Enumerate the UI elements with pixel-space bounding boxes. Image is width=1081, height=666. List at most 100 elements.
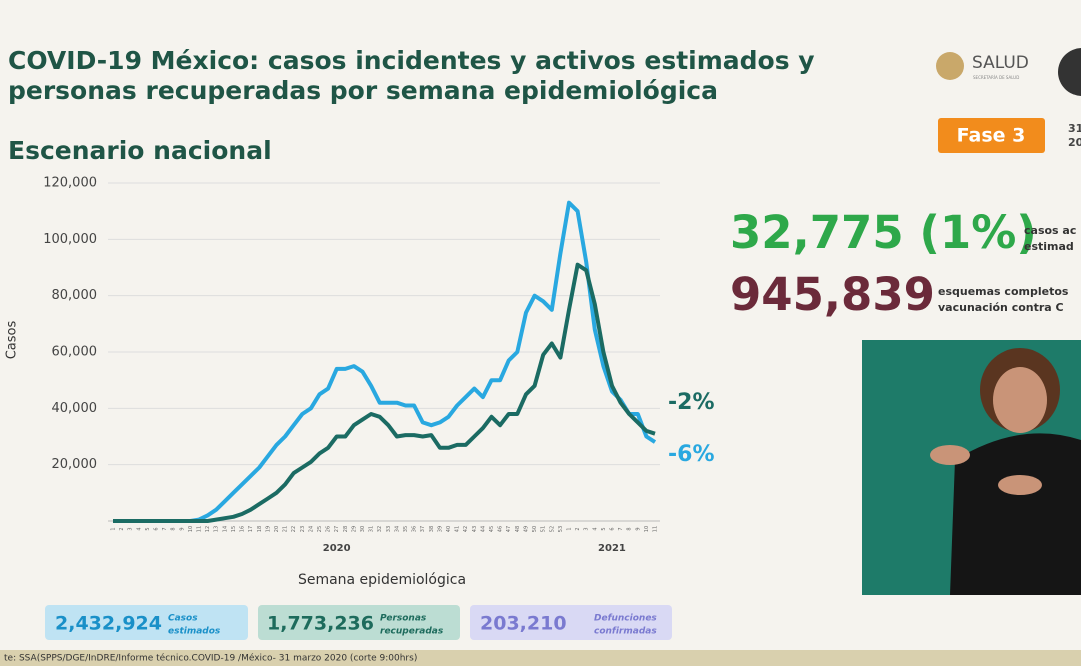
hand — [998, 475, 1042, 495]
x-tick-label: 35 — [403, 526, 409, 532]
summary-label: confirmadas — [594, 627, 657, 637]
summary-label: Casos — [168, 614, 198, 624]
x-tick-label: 43 — [472, 526, 478, 532]
x-tick-label: 12 — [205, 526, 211, 532]
y-tick-label: 100,000 — [43, 232, 97, 247]
summary-label: Personas — [380, 614, 427, 624]
x-tick-label: 3 — [584, 527, 590, 530]
phase-text: Fase 3 — [957, 125, 1026, 147]
anniversary-logo — [1058, 48, 1081, 96]
footer-source: te: SSA(SPPS/DGE/InDRE/Informe técnico.C… — [4, 653, 417, 664]
summary-box — [258, 605, 460, 640]
x-tick-label: 52 — [549, 526, 555, 532]
x-tick-label: 53 — [558, 526, 564, 532]
x-tick-label: 24 — [308, 526, 314, 532]
x-tick-label: 19 — [265, 526, 271, 532]
x-tick-label: 29 — [351, 526, 357, 532]
x-tick-label: 7 — [162, 527, 168, 530]
x-tick-label: 39 — [437, 526, 443, 532]
x-tick-label: 1 — [111, 527, 117, 530]
summary-label: recuperadas — [380, 627, 444, 637]
phase-badge — [938, 118, 1045, 153]
highlight-value: 945,839 — [730, 268, 935, 321]
logo-emblem — [936, 52, 964, 80]
x-tick-label: 5 — [145, 527, 151, 530]
date-fragment: 31 — [1068, 122, 1081, 135]
highlight-label: esquemas completos — [938, 285, 1069, 298]
highlight-label: vacunación contra C — [938, 301, 1064, 314]
x-tick-label: 25 — [317, 526, 323, 532]
x-tick-label: 8 — [627, 527, 633, 530]
summary-value: 2,432,924 — [55, 613, 162, 635]
highlight-value: 32,775 (1%) — [730, 206, 1037, 259]
x-tick-label: 1 — [566, 527, 572, 530]
title-line: COVID-19 México: casos incidentes y acti… — [8, 46, 815, 75]
x-tick-label: 47 — [506, 526, 512, 532]
series-line — [113, 200, 657, 523]
x-tick-label: 11 — [197, 526, 203, 532]
x-tick-label: 13 — [214, 526, 220, 532]
interpreter-video — [862, 340, 1081, 595]
highlight-label: casos ac — [1024, 224, 1076, 237]
annotation: -2% — [668, 390, 714, 415]
x-tick-label: 11 — [653, 526, 659, 532]
x-tick-label: 27 — [334, 526, 340, 532]
x-tick-label: 28 — [343, 526, 349, 532]
summary-value: 1,773,236 — [267, 613, 374, 635]
x-group-label: 2020 — [323, 543, 351, 554]
x-tick-label: 14 — [222, 526, 228, 532]
x-tick-label: 49 — [523, 526, 529, 532]
y-axis-label: Casos — [5, 321, 20, 360]
summary-value: 203,210 — [480, 613, 567, 635]
highlight-label: estimad — [1024, 240, 1074, 253]
summary-label: estimados — [168, 627, 221, 637]
x-tick-label: 23 — [300, 526, 306, 532]
x-tick-label: 51 — [541, 526, 547, 532]
x-tick-label: 10 — [644, 526, 650, 532]
series-line — [113, 262, 656, 523]
x-tick-label: 16 — [240, 526, 246, 532]
x-tick-label: 32 — [377, 526, 383, 532]
logo-text: SALUD — [972, 53, 1029, 73]
x-tick-label: 8 — [171, 527, 177, 530]
face — [993, 367, 1047, 433]
x-tick-label: 38 — [429, 526, 435, 532]
x-tick-label: 31 — [369, 526, 375, 532]
x-tick-label: 22 — [291, 526, 297, 532]
y-tick-label: 20,000 — [52, 457, 98, 472]
x-tick-label: 9 — [179, 527, 185, 530]
x-tick-label: 41 — [455, 526, 461, 532]
title-line: personas recuperadas por semana epidemio… — [8, 76, 718, 105]
x-tick-label: 34 — [394, 526, 400, 532]
x-tick-label: 40 — [446, 526, 452, 532]
x-tick-label: 9 — [635, 527, 641, 530]
summary-label: Defunciones — [594, 614, 657, 624]
x-tick-label: 6 — [609, 527, 615, 530]
footer-bar — [0, 650, 1081, 666]
x-tick-label: 4 — [592, 527, 598, 530]
x-tick-label: 26 — [326, 526, 332, 532]
summary-box — [45, 605, 248, 640]
logo-subtext: SECRETARÍA DE SALUD — [973, 75, 1019, 80]
x-tick-label: 46 — [498, 526, 504, 532]
x-tick-label: 7 — [618, 527, 624, 530]
y-tick-label: 80,000 — [52, 288, 98, 303]
annotation: -6% — [668, 442, 714, 467]
x-tick-label: 36 — [412, 526, 418, 532]
body — [950, 433, 1081, 595]
x-group-label: 2021 — [598, 543, 626, 554]
x-tick-label: 37 — [420, 526, 426, 532]
x-tick-label: 45 — [489, 526, 495, 532]
x-tick-label: 15 — [231, 526, 237, 532]
y-tick-label: 60,000 — [52, 345, 98, 360]
x-tick-label: 5 — [601, 527, 607, 530]
y-tick-label: 40,000 — [52, 401, 98, 416]
x-tick-label: 10 — [188, 526, 194, 532]
x-tick-label: 44 — [480, 526, 486, 532]
y-tick-label: 120,000 — [43, 176, 97, 191]
x-tick-label: 2 — [119, 527, 125, 530]
x-tick-label: 17 — [248, 526, 254, 532]
date-fragment: 20 — [1068, 136, 1081, 149]
summary-box — [470, 605, 672, 640]
